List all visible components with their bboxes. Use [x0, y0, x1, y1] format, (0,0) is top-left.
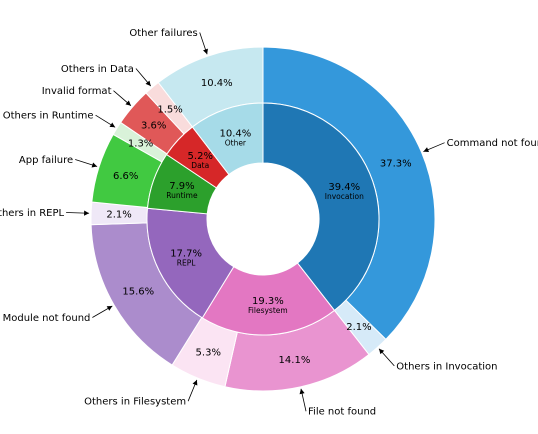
annotation-others-in-repl: Others in REPL: [0, 208, 65, 219]
annotation-arrow-head-others-in-data: [145, 80, 151, 87]
outer-pct-label-app-failure: 6.6%: [113, 171, 138, 182]
inner-category-label-other: Other: [225, 139, 247, 148]
outer-pct-label-other-failures: 10.4%: [201, 78, 233, 89]
inner-pct-label-other: 10.4%: [219, 129, 251, 140]
outer-pct-label-others-in-invocation: 2.1%: [346, 322, 371, 333]
annotation-arrow-head-others-in-runtime: [109, 122, 116, 128]
annotation-arrow-head-others-in-invocation: [378, 348, 385, 355]
inner-pct-label-filesystem: 19.3%: [252, 296, 284, 307]
annotation-arrow-head-invalid-format: [125, 100, 131, 106]
annotation-app-failure: App failure: [19, 155, 73, 166]
inner-category-label-data: Data: [191, 161, 209, 170]
annotation-arrow-head-others-in-repl: [84, 210, 90, 216]
inner-category-label-invocation: Invocation: [325, 192, 364, 201]
annotations: Command not found Others in Invocation Fil…: [0, 28, 538, 418]
outer-pct-label-command-not-found: 37.3%: [380, 159, 412, 170]
annotation-module-not-found: Module not found: [3, 313, 91, 324]
annotation-file-not-found: File not found: [308, 407, 376, 418]
inner-wedge-other: [191, 102, 264, 176]
annotation-arrow-head-other-failures: [203, 48, 208, 55]
outer-pct-label-others-in-data: 1.5%: [157, 104, 182, 115]
annotation-others-in-runtime: Others in Runtime: [3, 111, 94, 122]
inner-pct-label-data: 5.2%: [188, 151, 213, 162]
annotation-others-in-data: Others in Data: [61, 64, 134, 75]
inner-pct-label-repl: 17.7%: [170, 248, 202, 259]
inner-category-label-repl: REPL: [177, 258, 196, 267]
inner-pct-label-runtime: 7.9%: [169, 181, 194, 192]
annotation-others-in-filesystem: Others in Filesystem: [84, 397, 186, 408]
annotation-arrow-head-others-in-filesystem: [192, 379, 198, 386]
inner-category-label-filesystem: Filesystem: [248, 306, 288, 315]
outer-pct-label-invalid-format: 3.6%: [141, 121, 166, 132]
annotation-arrow-head-app-failure: [91, 162, 98, 168]
outer-pct-label-others-in-filesystem: 5.3%: [196, 348, 221, 359]
annotation-arrow-head-module-not-found: [106, 306, 113, 311]
inner-wedge-repl: [146, 207, 235, 319]
annotation-arrow-head-command-not-found: [423, 147, 430, 153]
outer-pct-label-others-in-repl: 2.1%: [106, 210, 131, 221]
annotation-arrow-head-file-not-found: [299, 388, 305, 395]
inner-ring: 39.4%Invocation 19.3%Filesystem 17.7%REPL 7…: [146, 102, 380, 336]
outer-pct-label-module-not-found: 15.6%: [122, 287, 154, 298]
outer-pct-label-file-not-found: 14.1%: [279, 355, 311, 366]
inner-pct-label-invocation: 39.4%: [328, 182, 360, 193]
inner-wedge-invocation: [262, 102, 380, 312]
annotation-command-not-found: Command not found: [447, 138, 538, 149]
inner-wedge-filesystem: [201, 262, 336, 336]
annotation-other-failures: Other failures: [129, 28, 197, 39]
annotation-invalid-format: Invalid format: [42, 86, 112, 97]
annotation-others-in-invocation: Others in Invocation: [396, 361, 497, 372]
outer-ring: 37.3% 2.1% 14.1% 5.3% 15.6% 2.1% 6.6% 1.3% 3.6% 1…: [90, 46, 436, 392]
inner-category-label-runtime: Runtime: [166, 191, 198, 200]
outer-pct-label-others-in-runtime: 1.3%: [128, 139, 153, 150]
